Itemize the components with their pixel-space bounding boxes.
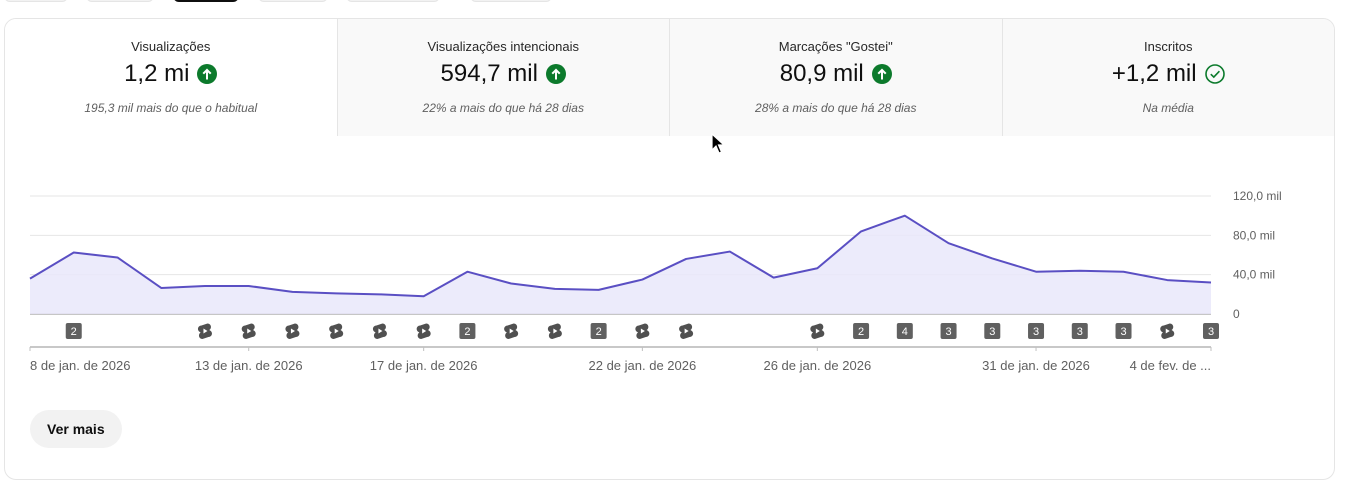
- tab-title: Visualizações intencionais: [427, 39, 580, 54]
- upload-count-badge: [1071, 323, 1088, 339]
- tab-value: 80,9 mil: [779, 60, 864, 87]
- tab-intentional-views[interactable]: Visualizações intencionais 594,7 mil 22%…: [336, 19, 669, 136]
- y-tick-label: 0: [1233, 307, 1240, 321]
- shorts-icon: [241, 323, 256, 339]
- tab-title: Visualizações: [131, 39, 211, 54]
- top-filter-chips: [0, 0, 1345, 2]
- arrow-up-circle-icon: [197, 64, 218, 84]
- tab-subtitle: 195,3 mil mais do que o habitual: [84, 101, 258, 115]
- arrow-up-circle-icon: [871, 64, 892, 84]
- upload-count-label: 3: [945, 326, 951, 338]
- views-area-chart: 0 40,0 mil 80,0 mil 120,0 mil 2 2 2 2 4 3 3 3 3 3 3 8 d…: [29, 189, 1282, 373]
- x-tick-label: 4 de fev. de ...: [1130, 358, 1211, 373]
- x-tick-label: 13 de jan. de 2026: [195, 358, 303, 373]
- y-tick-label: 120,0 mil: [1233, 189, 1282, 203]
- x-tick-label: 17 de jan. de 2026: [370, 358, 478, 373]
- upload-count-badge: [940, 323, 957, 339]
- upload-count-label: 3: [989, 326, 995, 338]
- shorts-icon: [372, 323, 387, 339]
- shorts-icon: [416, 323, 431, 339]
- shorts-icon: [1160, 323, 1175, 339]
- x-tick-label: 26 de jan. de 2026: [763, 358, 871, 373]
- upload-count-label: 2: [596, 326, 602, 338]
- metric-tabs: Visualizações 1,2 mi 195,3 mil mais do q…: [5, 19, 1334, 136]
- shorts-icon: [810, 323, 825, 339]
- upload-count-label: 3: [1120, 326, 1126, 338]
- upload-count-label: 3: [1208, 326, 1214, 338]
- tab-subtitle: 28% a mais do que há 28 dias: [755, 101, 917, 115]
- shorts-icon: [635, 323, 650, 339]
- upload-count-badge: [459, 323, 476, 339]
- tab-subtitle: Na média: [1142, 101, 1194, 115]
- upload-count-badge: [590, 323, 607, 339]
- upload-count-label: 2: [464, 326, 470, 338]
- upload-count-badge: [1115, 323, 1132, 339]
- tab-title: Marcações "Gostei": [778, 39, 893, 54]
- shorts-icon: [679, 323, 694, 339]
- upload-count-label: 2: [71, 326, 77, 338]
- area-fill: [30, 215, 1211, 314]
- x-tick-label: 22 de jan. de 2026: [589, 358, 697, 373]
- x-tick-label: 31 de jan. de 2026: [982, 358, 1090, 373]
- mouse-cursor-icon: [711, 132, 726, 160]
- upload-count-badge: [853, 323, 870, 339]
- shorts-icon: [329, 323, 344, 339]
- tab-value: +1,2 mil: [1111, 60, 1197, 87]
- series-line: [29, 214, 1212, 298]
- tab-subscribers[interactable]: Inscritos +1,2 mil Na média: [1001, 19, 1334, 136]
- tab-value: 594,7 mil: [440, 60, 538, 87]
- tab-likes[interactable]: Marcações "Gostei" 80,9 mil 28% a mais d…: [669, 19, 1002, 136]
- upload-count-label: 3: [1077, 326, 1083, 338]
- shorts-icon: [504, 323, 519, 339]
- tab-title: Inscritos: [1144, 39, 1193, 54]
- arrow-up-circle-icon: [545, 64, 566, 84]
- shorts-icon: [285, 323, 300, 339]
- upload-count-badge: [896, 323, 913, 339]
- upload-count-badge: [1203, 323, 1219, 339]
- see-more-button[interactable]: Ver mais: [30, 410, 122, 448]
- check-circle-icon: [1204, 64, 1225, 84]
- tab-views[interactable]: Visualizações 1,2 mi 195,3 mil mais do q…: [5, 19, 337, 136]
- upload-count-badge: [65, 323, 82, 339]
- tab-subtitle: 22% a mais do que há 28 dias: [422, 101, 584, 115]
- upload-count-badge: [1028, 323, 1045, 339]
- x-tick-label: 8 de jan. de 2026: [30, 358, 130, 373]
- tab-value: 1,2 mi: [124, 60, 190, 87]
- upload-count-label: 2: [858, 326, 864, 338]
- analytics-card: Visualizações 1,2 mi 195,3 mil mais do q…: [4, 18, 1335, 480]
- upload-count-badge: [984, 323, 1001, 339]
- upload-count-label: 3: [1033, 326, 1039, 338]
- y-tick-label: 40,0 mil: [1233, 268, 1275, 282]
- shorts-icon: [197, 323, 212, 339]
- upload-count-label: 4: [902, 326, 908, 338]
- shorts-icon: [547, 323, 562, 339]
- y-tick-label: 80,0 mil: [1233, 228, 1275, 242]
